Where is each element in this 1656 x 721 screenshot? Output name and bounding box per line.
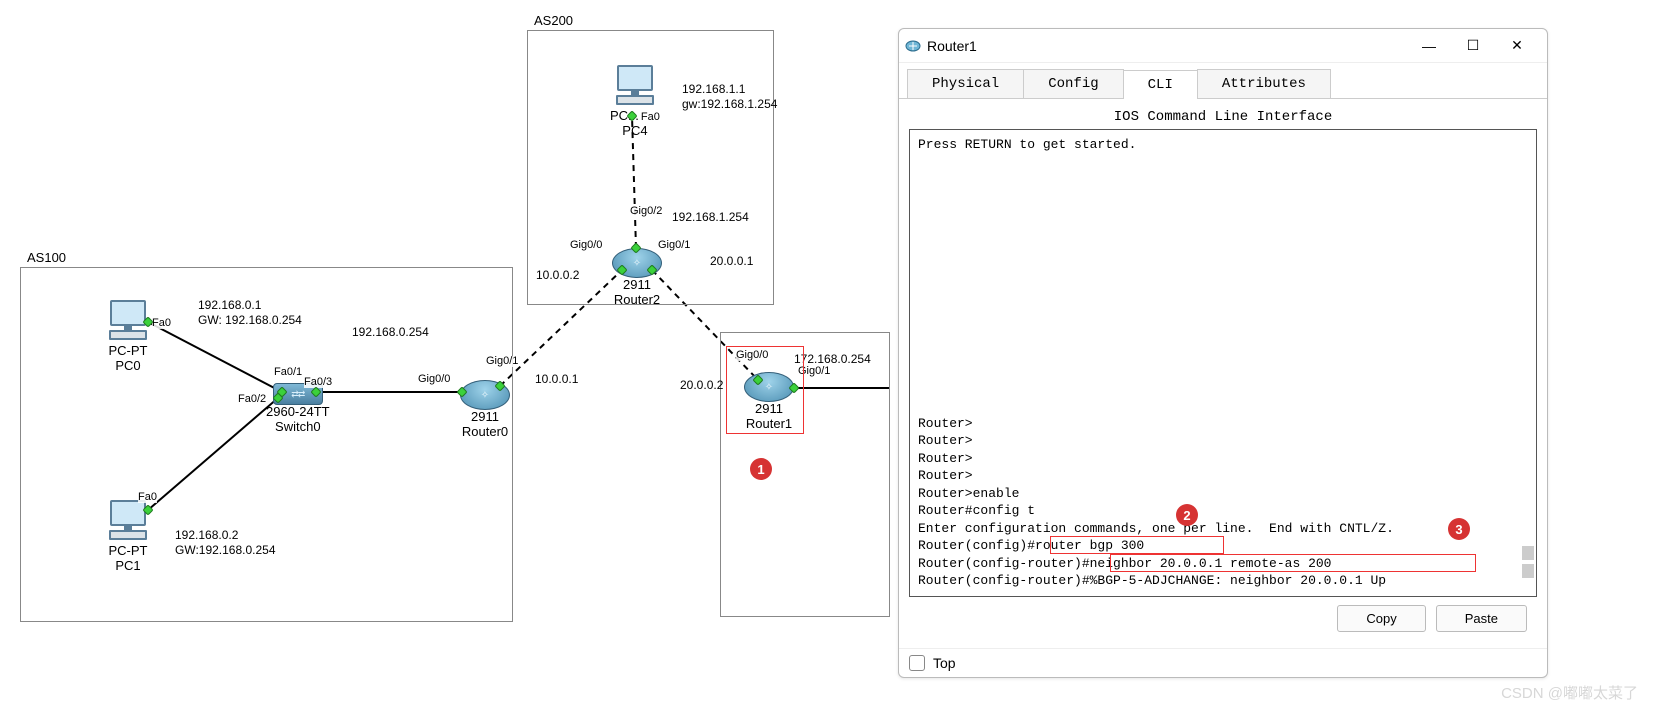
router-icon (905, 38, 921, 54)
ip-r1-out: 172.168.0.254 (794, 352, 871, 367)
tab-physical[interactable]: Physical (907, 69, 1024, 98)
callout-badge-3: 3 (1448, 518, 1470, 540)
router2-port-g02: Gig0/2 (630, 206, 662, 217)
cli-heading: IOS Command Line Interface (909, 109, 1537, 125)
pc0-ip: 192.168.0.1 GW: 192.168.0.254 (198, 298, 302, 328)
router0-port-g01: Gig0/1 (486, 356, 518, 367)
device-router2[interactable]: ✧ 2911 Router2 Gig0/0 Gig0/1 Gig0/2 (612, 248, 662, 308)
router0-name: Router0 (460, 425, 510, 440)
pc1-port-fa0: Fa0 (138, 492, 157, 503)
device-pc0[interactable]: PC-PT PC0 Fa0 (108, 300, 148, 374)
scrollbar-thumb[interactable] (1522, 546, 1534, 560)
pc0-port-fa0: Fa0 (152, 318, 171, 329)
minimize-button[interactable]: — (1407, 31, 1451, 61)
switch0-port-fa03: Fa0/3 (304, 377, 332, 388)
window-footer: Top (899, 648, 1547, 677)
cli-terminal[interactable]: Press RETURN to get started. Router> Rou… (909, 129, 1537, 597)
as200-label: AS200 (534, 13, 573, 28)
watermark: CSDN @嘟嘟太菜了 (1501, 682, 1638, 703)
ip-r0-wan: 10.0.0.1 (535, 372, 578, 387)
switch0-name: Switch0 (266, 420, 330, 435)
as100-label: AS100 (27, 250, 66, 265)
tab-cli[interactable]: CLI (1123, 70, 1198, 99)
callout-badge-2: 2 (1176, 504, 1198, 526)
pc4-name: PC4 (610, 124, 660, 139)
router2-port-g01: Gig0/1 (658, 240, 690, 251)
switch0-port-fa02: Fa0/2 (238, 394, 266, 405)
router0-type: 2911 (460, 410, 510, 425)
paste-button[interactable]: Paste (1436, 605, 1527, 632)
pc1-name: PC1 (108, 559, 148, 574)
ip-r2-g01: 20.0.0.1 (710, 254, 753, 269)
ip-r0-lan: 192.168.0.254 (352, 325, 429, 340)
tabbar: Physical Config CLI Attributes (899, 63, 1547, 99)
callout-box-2 (1050, 536, 1224, 554)
copy-button[interactable]: Copy (1337, 605, 1425, 632)
callout-badge-1: 1 (750, 458, 772, 480)
switch0-port-fa01: Fa0/1 (274, 367, 302, 378)
pc4-port-fa0: Fa0 (641, 111, 660, 123)
pc0-type: PC-PT (108, 344, 148, 359)
router2-name: Router2 (612, 293, 662, 308)
switch0-type: 2960-24TT (266, 405, 330, 420)
pc1-ip: 192.168.0.2 GW:192.168.0.254 (175, 528, 276, 558)
cli-top-line: Press RETURN to get started. (918, 136, 1528, 154)
ip-r2-g02: 192.168.1.254 (672, 210, 749, 225)
ip-r1-in: 20.0.0.2 (680, 378, 723, 393)
pc4-ip: 192.168.1.1 gw:192.168.1.254 (682, 82, 777, 112)
pc0-name: PC0 (108, 359, 148, 374)
titlebar[interactable]: Router1 — ☐ ✕ (899, 29, 1547, 63)
callout-box-3 (1110, 554, 1476, 572)
close-button[interactable]: ✕ (1495, 31, 1539, 61)
router2-type: 2911 (612, 278, 662, 293)
tab-config[interactable]: Config (1023, 69, 1123, 98)
maximize-button[interactable]: ☐ (1451, 31, 1495, 61)
ip-r2-g00: 10.0.0.2 (536, 268, 579, 283)
tab-attributes[interactable]: Attributes (1197, 69, 1331, 98)
device-pc4[interactable]: PC...Fa0 PC4 (610, 65, 660, 139)
device-pc1[interactable]: PC-PT PC1 Fa0 (108, 500, 148, 574)
topology-canvas: AS100 AS200 PC-PT PC0 Fa0 192.168.0.1 GW… (0, 0, 890, 721)
top-checkbox[interactable] (909, 655, 925, 671)
router2-port-g00: Gig0/0 (570, 240, 602, 251)
callout-box-1 (726, 346, 804, 434)
scrollbar-thumb[interactable] (1522, 564, 1534, 578)
router0-port-g00: Gig0/0 (418, 374, 450, 385)
window-title: Router1 (927, 38, 977, 54)
pc1-type: PC-PT (108, 544, 148, 559)
router1-window: Router1 — ☐ ✕ Physical Config CLI Attrib… (898, 28, 1548, 678)
top-label: Top (933, 655, 956, 671)
